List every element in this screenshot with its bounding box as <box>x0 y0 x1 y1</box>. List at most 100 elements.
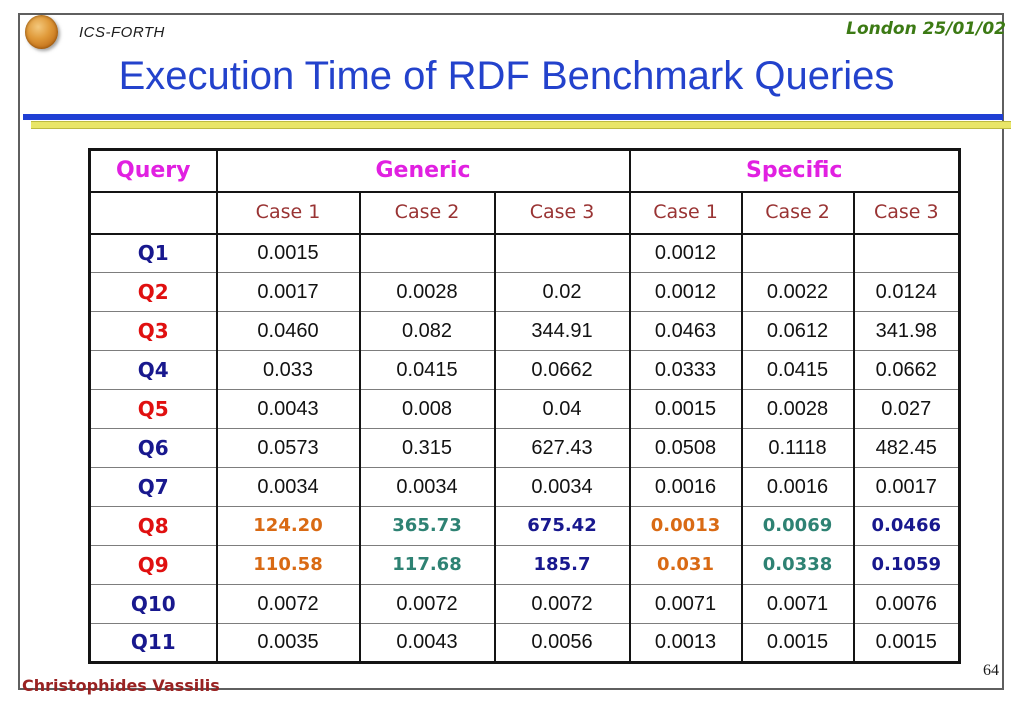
query-label: Q6 <box>88 428 218 468</box>
table-row: Q5 0.0043 0.008 0.04 0.0015 0.0028 0.027 <box>88 389 961 429</box>
value-cell <box>852 233 961 273</box>
benchmark-table: Query Generic Specific Case 1 Case 2 Cas… <box>88 148 962 664</box>
case-header: Case 2 <box>358 190 496 235</box>
ics-forth-logo-icon <box>25 15 58 49</box>
value-cell: 110.58 <box>215 545 361 585</box>
value-cell: 0.0015 <box>628 389 743 429</box>
value-cell: 0.0034 <box>215 467 361 507</box>
table-row: Q11 0.0035 0.0043 0.0056 0.0013 0.0015 0.0015 <box>88 623 961 663</box>
value-cell: 0.0072 <box>358 584 496 624</box>
value-cell: 0.0460 <box>215 311 361 351</box>
value-cell: 675.42 <box>493 506 631 546</box>
value-cell: 0.0034 <box>493 467 631 507</box>
value-cell: 0.0662 <box>493 350 631 390</box>
value-cell: 0.0072 <box>215 584 361 624</box>
value-cell: 0.0124 <box>852 272 961 312</box>
divider-blue-line <box>23 114 1003 120</box>
value-cell: 365.73 <box>358 506 496 546</box>
table-row: Q4 0.033 0.0415 0.0662 0.0333 0.0415 0.0662 <box>88 350 961 390</box>
table-row: Q2 0.0017 0.0028 0.02 0.0012 0.0022 0.0124 <box>88 272 961 312</box>
divider-yellow-line <box>31 121 1011 129</box>
value-cell <box>358 233 496 273</box>
value-cell: 0.0043 <box>215 389 361 429</box>
value-cell: 0.0013 <box>628 506 743 546</box>
value-cell: 0.0035 <box>215 623 361 663</box>
value-cell: 0.0662 <box>852 350 961 390</box>
value-cell: 0.0071 <box>628 584 743 624</box>
value-cell: 0.008 <box>358 389 496 429</box>
value-cell: 0.0015 <box>740 623 855 663</box>
query-label: Q7 <box>88 467 218 507</box>
specific-group-header: Specific <box>628 148 961 193</box>
value-cell: 0.0056 <box>493 623 631 663</box>
query-column-header: Query <box>88 148 218 193</box>
value-cell: 627.43 <box>493 428 631 468</box>
value-cell: 0.027 <box>852 389 961 429</box>
date-label: London 25/01/02 <box>846 19 1006 39</box>
value-cell: 0.0338 <box>740 545 855 585</box>
table-row: Q1 0.0015 0.0012 <box>88 233 961 273</box>
value-cell: 0.0028 <box>740 389 855 429</box>
table-row: Q7 0.0034 0.0034 0.0034 0.0016 0.0016 0.0017 <box>88 467 961 507</box>
case-header-row: Case 1 Case 2 Case 3 Case 1 Case 2 Case … <box>88 190 961 235</box>
value-cell: 482.45 <box>852 428 961 468</box>
query-label: Q10 <box>88 584 218 624</box>
value-cell: 0.0072 <box>493 584 631 624</box>
value-cell: 0.0034 <box>358 467 496 507</box>
case-header: Case 2 <box>740 190 855 235</box>
value-cell <box>493 233 631 273</box>
value-cell: 0.04 <box>493 389 631 429</box>
query-label: Q2 <box>88 272 218 312</box>
table-row: Q3 0.0460 0.082 344.91 0.0463 0.0612 341.98 <box>88 311 961 351</box>
value-cell: 0.0071 <box>740 584 855 624</box>
page-number: 64 <box>983 662 999 679</box>
value-cell: 0.0016 <box>740 467 855 507</box>
table-row: Q10 0.0072 0.0072 0.0072 0.0071 0.0071 0.0076 <box>88 584 961 624</box>
case-header: Case 1 <box>215 190 361 235</box>
value-cell: 0.0012 <box>628 272 743 312</box>
table-row: Q9 110.58 117.68 185.7 0.031 0.0338 0.1059 <box>88 545 961 585</box>
value-cell: 185.7 <box>493 545 631 585</box>
slide-title: Execution Time of RDF Benchmark Queries <box>118 54 895 98</box>
value-cell: 0.033 <box>215 350 361 390</box>
value-cell: 0.0017 <box>852 467 961 507</box>
table-body: Q1 0.0015 0.0012 Q2 0.0017 0.0028 0.02 0.0012 0.… <box>88 233 961 663</box>
table-row: Q6 0.0573 0.315 627.43 0.0508 0.1118 482.45 <box>88 428 961 468</box>
value-cell: 0.0022 <box>740 272 855 312</box>
case-header: Case 3 <box>852 190 961 235</box>
value-cell: 0.1118 <box>740 428 855 468</box>
value-cell: 0.0016 <box>628 467 743 507</box>
value-cell: 0.0612 <box>740 311 855 351</box>
value-cell: 0.0017 <box>215 272 361 312</box>
value-cell: 0.0013 <box>628 623 743 663</box>
table-row: Q8 124.20 365.73 675.42 0.0013 0.0069 0.0466 <box>88 506 961 546</box>
value-cell: 0.0012 <box>628 233 743 273</box>
value-cell: 0.0069 <box>740 506 855 546</box>
value-cell: 0.0415 <box>358 350 496 390</box>
query-label: Q5 <box>88 389 218 429</box>
group-header-row: Query Generic Specific <box>88 148 961 193</box>
value-cell: 0.0333 <box>628 350 743 390</box>
value-cell: 117.68 <box>358 545 496 585</box>
query-label: Q4 <box>88 350 218 390</box>
query-label: Q3 <box>88 311 218 351</box>
table-header: Query Generic Specific Case 1 Case 2 Cas… <box>88 148 961 235</box>
value-cell: 0.031 <box>628 545 743 585</box>
value-cell: 0.0015 <box>852 623 961 663</box>
value-cell: 341.98 <box>852 311 961 351</box>
author-label: Christophides Vassilis <box>22 676 220 695</box>
value-cell: 0.0076 <box>852 584 961 624</box>
value-cell: 0.0508 <box>628 428 743 468</box>
value-cell: 0.02 <box>493 272 631 312</box>
value-cell: 0.0466 <box>852 506 961 546</box>
query-label: Q11 <box>88 623 218 663</box>
value-cell <box>740 233 855 273</box>
value-cell: 124.20 <box>215 506 361 546</box>
case-header: Case 1 <box>628 190 743 235</box>
value-cell: 0.1059 <box>852 545 961 585</box>
query-label: Q9 <box>88 545 218 585</box>
value-cell: 0.0415 <box>740 350 855 390</box>
query-label: Q1 <box>88 233 218 273</box>
value-cell: 0.0573 <box>215 428 361 468</box>
